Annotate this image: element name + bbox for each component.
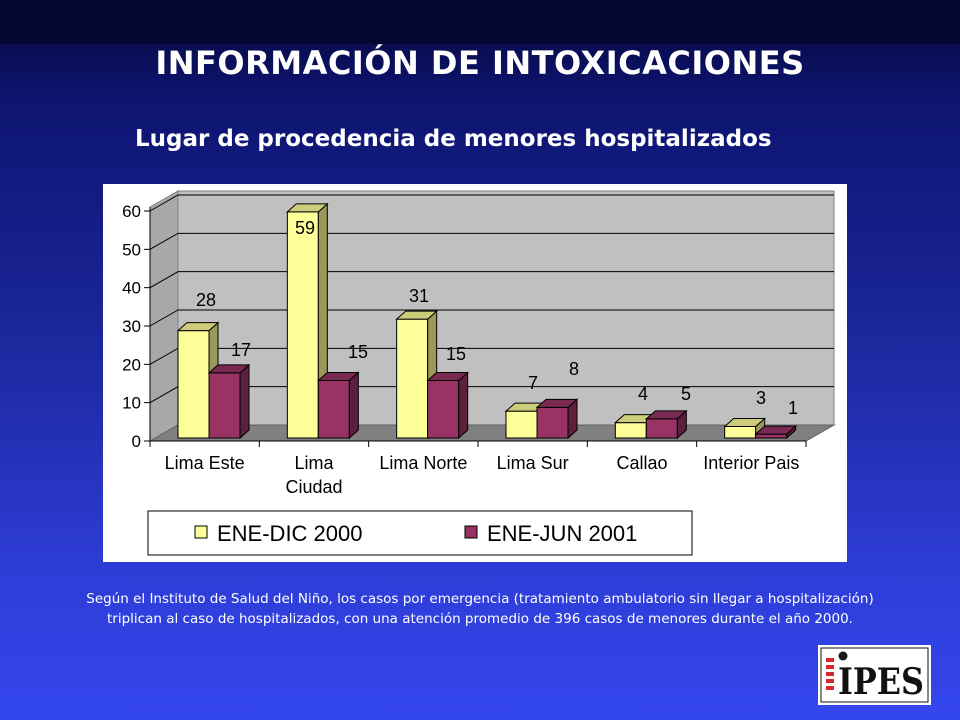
bar-front-1 (646, 419, 677, 438)
x-tick-label: Lima Norte (379, 453, 467, 473)
data-label: 1 (788, 398, 798, 418)
legend-swatch (195, 526, 207, 538)
y-tick-label: 20 (122, 355, 141, 374)
x-tick-label: Lima (294, 453, 334, 473)
data-label: 28 (196, 290, 216, 310)
chart-side-wall (150, 191, 178, 441)
y-tick-label: 30 (122, 317, 141, 336)
chart-back-wall (178, 191, 834, 425)
data-label: 7 (528, 373, 538, 393)
top-band (0, 0, 960, 44)
x-tick-label: Interior Pais (703, 453, 799, 473)
bar-side-1 (240, 365, 249, 438)
bar-front-1 (318, 381, 349, 439)
x-tick-label: Ciudad (285, 477, 342, 497)
data-label: 17 (231, 340, 251, 360)
bar-front-0 (178, 331, 209, 438)
bar-front-1 (537, 407, 568, 438)
y-tick-label: 0 (132, 432, 141, 451)
legend-label: ENE-DIC 2000 (217, 521, 363, 546)
x-tick-label: Callao (616, 453, 667, 473)
page-title: INFORMACIÓN DE INTOXICACIONES (0, 44, 960, 82)
footnote-line-1: Según el Instituto de Salud del Niño, lo… (14, 589, 946, 609)
bar-front-0 (287, 212, 318, 438)
bar-front-1 (756, 434, 787, 438)
data-label: 15 (446, 344, 466, 364)
data-label: 59 (295, 218, 315, 238)
bar-side-1 (459, 373, 468, 439)
y-tick-label: 50 (122, 240, 141, 259)
y-tick-label: 40 (122, 279, 141, 298)
x-tick-label: Lima Este (165, 453, 245, 473)
chart-panel: 0 10 20 30 40 50 60 28 17 Lima Este 59 15 Lima Ciudad… (103, 184, 847, 562)
data-label: 5 (681, 384, 691, 404)
data-label: 15 (348, 342, 368, 362)
y-tick-label: 60 (122, 202, 141, 221)
bar-front-1 (209, 373, 240, 438)
bar-front-1 (428, 381, 459, 439)
bar-side-1 (349, 373, 358, 439)
bar-front-0 (615, 423, 646, 438)
x-tick-label: Lima Sur (497, 453, 569, 473)
chart-subtitle: Lugar de procedencia de menores hospital… (135, 126, 772, 152)
ipes-logo: IPES (818, 645, 931, 705)
bar-front-0 (725, 427, 756, 439)
data-label: 3 (756, 388, 766, 408)
bar-front-0 (506, 411, 537, 438)
svg-text:IPES: IPES (838, 661, 924, 703)
bar-front-0 (397, 319, 428, 438)
legend-swatch (465, 526, 477, 538)
data-label: 8 (569, 359, 579, 379)
y-tick-label: 10 (122, 394, 141, 413)
legend-label: ENE-JUN 2001 (487, 521, 637, 546)
footnote-line-2: triplican al caso de hospitalizados, con… (14, 609, 946, 629)
footnote: Según el Instituto de Salud del Niño, lo… (14, 589, 946, 629)
data-label: 31 (409, 286, 429, 306)
data-label: 4 (638, 384, 648, 404)
